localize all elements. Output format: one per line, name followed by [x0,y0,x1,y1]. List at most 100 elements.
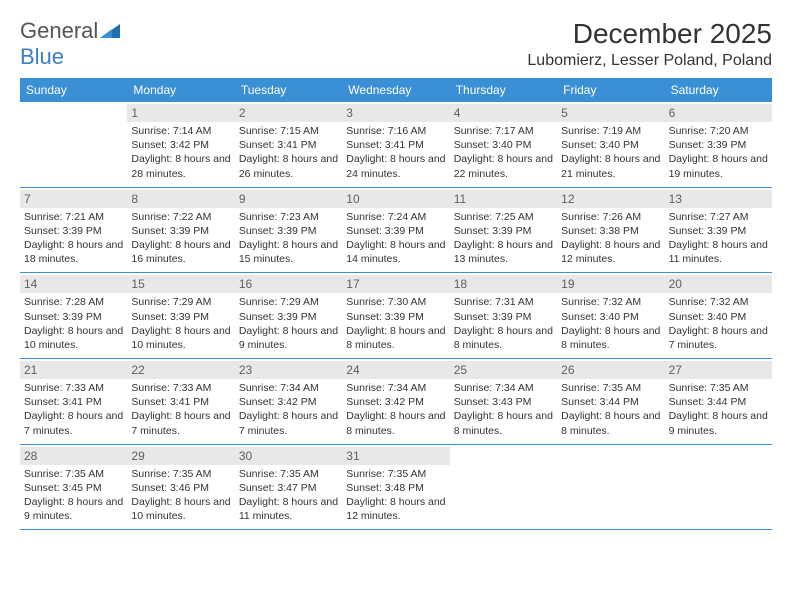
sunset-text: Sunset: 3:39 PM [131,224,230,238]
day-number: 5 [557,104,664,122]
day-number: 16 [235,275,342,293]
sunrise-text: Sunrise: 7:35 AM [669,381,768,395]
sunrise-text: Sunrise: 7:24 AM [346,210,445,224]
sunset-text: Sunset: 3:39 PM [24,310,123,324]
week-row: 14Sunrise: 7:28 AMSunset: 3:39 PMDayligh… [20,273,772,359]
sunset-text: Sunset: 3:40 PM [454,138,553,152]
sunrise-text: Sunrise: 7:31 AM [454,295,553,309]
daylight-text: Daylight: 8 hours and 14 minutes. [346,238,445,266]
sunrise-text: Sunrise: 7:30 AM [346,295,445,309]
day-number: 23 [235,361,342,379]
sunset-text: Sunset: 3:41 PM [346,138,445,152]
daylight-text: Daylight: 8 hours and 7 minutes. [669,324,768,352]
sunset-text: Sunset: 3:42 PM [346,395,445,409]
day-number: 28 [20,447,127,465]
day-cell: . [20,102,127,187]
week-row: .1Sunrise: 7:14 AMSunset: 3:42 PMDayligh… [20,102,772,188]
sunset-text: Sunset: 3:39 PM [239,224,338,238]
week-row: 28 Sunrise: 7:35 AM Sunset: 3:45 PM Dayligh… [20,445,772,531]
sunrise-text: Sunrise: 7:34 AM [346,381,445,395]
sunrise-text: Sunrise: 7:34 AM [454,381,553,395]
day-number: 18 [450,275,557,293]
daylight-text: Daylight: 8 hours and 9 minutes. [239,324,338,352]
sunset-text: Sunset: 3:39 PM [239,310,338,324]
day-cell: 20 Sunrise: 7:32 AMSunset: 3:40 PMDayligh… [665,273,772,358]
day-number: 6 [665,104,772,122]
daylight-text: Daylight: 8 hours and 21 minutes. [561,152,660,180]
sunrise-text: Sunrise: 7:17 AM [454,124,553,138]
daylight-text: Daylight: 8 hours and 8 minutes. [454,409,553,437]
sunrise-text: Sunrise: 7:33 AM [131,381,230,395]
sunset-text: Sunset: 3:41 PM [131,395,230,409]
day-number: 19 [557,275,664,293]
daylight-text: Daylight: 8 hours and 24 minutes. [346,152,445,180]
day-cell: 23Sunrise: 7:34 AMSunset: 3:42 PMDayligh… [235,359,342,444]
sunrise-text: Sunrise: 7:25 AM [454,210,553,224]
sunset-text: Sunset: 3:48 PM [346,481,445,495]
week-row: 7Sunrise: 7:21 AMSunset: 3:39 PMDaylight… [20,188,772,274]
daylight-text: Daylight: 8 hours and 13 minutes. [454,238,553,266]
day-cell: 22Sunrise: 7:33 AMSunset: 3:41 PMDayligh… [127,359,234,444]
daylight-text: Daylight: 8 hours and 11 minutes. [669,238,768,266]
sunset-text: Sunset: 3:41 PM [239,138,338,152]
day-cell: 9Sunrise: 7:23 AMSunset: 3:39 PMDaylight… [235,188,342,273]
day-cell: 10Sunrise: 7:24 AMSunset: 3:39 PMDayligh… [342,188,449,273]
sunset-text: Sunset: 3:39 PM [24,224,123,238]
sunrise-text: Sunrise: 7:23 AM [239,210,338,224]
sunrise-text: Sunrise: 7:14 AM [131,124,230,138]
weekday-header: Sunday [20,78,127,102]
day-number: 13 [665,190,772,208]
day-cell: 18Sunrise: 7:31 AMSunset: 3:39 PMDayligh… [450,273,557,358]
daylight-text: Daylight: 8 hours and 7 minutes. [24,409,123,437]
day-cell: 21Sunrise: 7:33 AMSunset: 3:41 PMDayligh… [20,359,127,444]
sunset-text: Sunset: 3:39 PM [454,310,553,324]
day-number: 24 [342,361,449,379]
daylight-text: Daylight: 8 hours and 9 minutes. [669,409,768,437]
logo: General Blue [20,18,120,70]
location-label: Lubomierz, Lesser Poland, Poland [527,52,772,70]
sunrise-text: Sunrise: 7:28 AM [24,295,123,309]
day-number: 4 [450,104,557,122]
daylight-text: Daylight: 8 hours and 12 minutes. [561,238,660,266]
sunrise-text: Sunrise: 7:33 AM [24,381,123,395]
day-cell: 16Sunrise: 7:29 AMSunset: 3:39 PMDayligh… [235,273,342,358]
sunset-text: Sunset: 3:40 PM [561,310,660,324]
sunrise-text: Sunrise: 7:19 AM [561,124,660,138]
day-number: 11 [450,190,557,208]
day-cell: . [450,445,557,530]
daylight-text: Daylight: 8 hours and 11 minutes. [239,495,338,523]
sunrise-text: Sunrise: 7:22 AM [131,210,230,224]
day-number: 31 [342,447,449,465]
sunset-text: Sunset: 3:44 PM [561,395,660,409]
day-cell: 19Sunrise: 7:32 AMSunset: 3:40 PMDayligh… [557,273,664,358]
sunrise-text: Sunrise: 7:21 AM [24,210,123,224]
day-number: 29 [127,447,234,465]
daylight-text: Daylight: 8 hours and 8 minutes. [346,324,445,352]
sunrise-text: Sunrise: 7:16 AM [346,124,445,138]
day-cell: 25Sunrise: 7:34 AMSunset: 3:43 PMDayligh… [450,359,557,444]
sunset-text: Sunset: 3:40 PM [669,310,768,324]
day-number: 26 [557,361,664,379]
day-cell: 4Sunrise: 7:17 AMSunset: 3:40 PMDaylight… [450,102,557,187]
sunset-text: Sunset: 3:47 PM [239,481,338,495]
daylight-text: Daylight: 8 hours and 7 minutes. [239,409,338,437]
day-number: 20 [665,275,772,293]
sunset-text: Sunset: 3:38 PM [561,224,660,238]
sunrise-text: Sunrise: 7:29 AM [131,295,230,309]
calendar: SundayMondayTuesdayWednesdayThursdayFrid… [20,78,772,530]
day-cell: 3Sunrise: 7:16 AMSunset: 3:41 PMDaylight… [342,102,449,187]
logo-word-general: General [20,18,98,43]
weekday-header: Tuesday [235,78,342,102]
daylight-text: Daylight: 8 hours and 10 minutes. [131,495,230,523]
sunrise-text: Sunrise: 7:32 AM [669,295,768,309]
day-cell: 15Sunrise: 7:29 AMSunset: 3:39 PMDayligh… [127,273,234,358]
sunset-text: Sunset: 3:42 PM [131,138,230,152]
day-cell: 26Sunrise: 7:35 AMSunset: 3:44 PMDayligh… [557,359,664,444]
sunrise-text: Sunrise: 7:35 AM [131,467,230,481]
daylight-text: Daylight: 8 hours and 19 minutes. [669,152,768,180]
sunrise-text: Sunrise: 7:35 AM [346,467,445,481]
sunset-text: Sunset: 3:45 PM [24,481,123,495]
header: General Blue December 2025 Lubomierz, Le… [20,18,772,70]
sunrise-text: Sunrise: 7:32 AM [561,295,660,309]
week-row: 21Sunrise: 7:33 AMSunset: 3:41 PMDayligh… [20,359,772,445]
